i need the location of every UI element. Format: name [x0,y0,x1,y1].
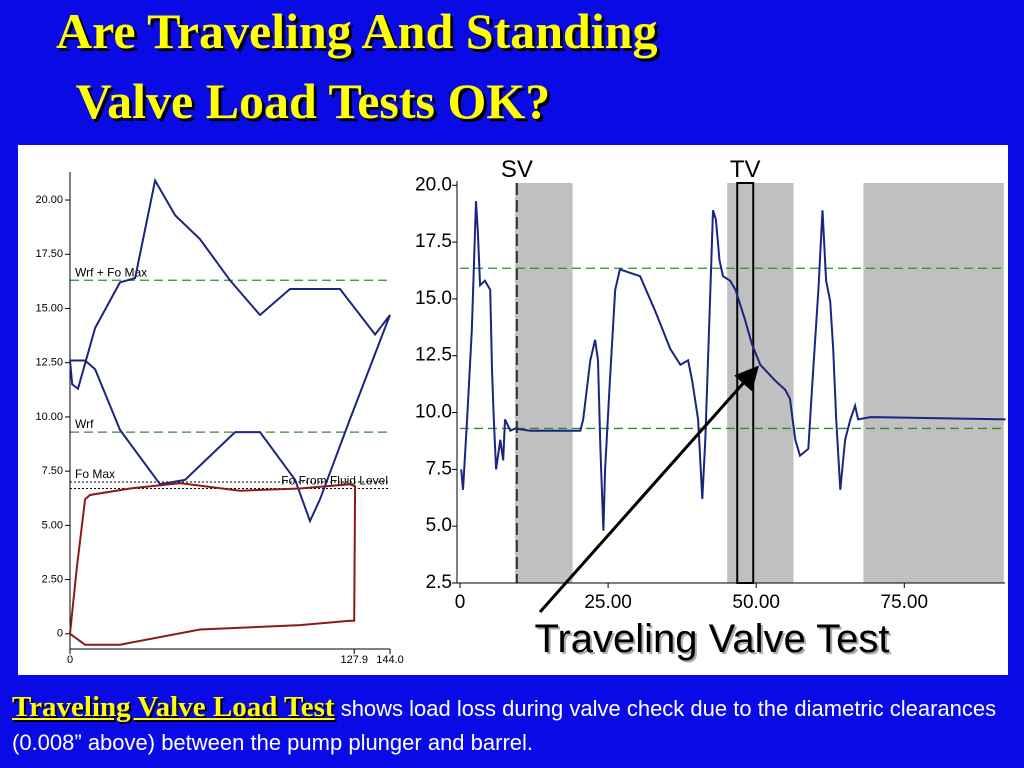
x-tick-label: 50.00 [732,592,780,613]
reference-label: Wrf [75,417,94,431]
annotation-arrow [538,365,759,613]
y-tick-label: 15.00 [35,302,63,314]
x-tick-label: 75.00 [881,592,929,613]
reference-label: Fo From Fluid Level [281,473,388,487]
x-tick-label: 144.0 [376,654,404,666]
series-line [460,201,1006,531]
x-tick-label: 127.9 [340,654,368,666]
y-tick-label: 17.50 [35,248,63,260]
y-tick-label: 7.5 [426,458,452,479]
caption-text: shows load loss during valve check due t… [12,696,997,755]
y-tick-label: 20.00 [35,194,63,206]
y-tick-label: 0 [57,628,63,640]
series-line [69,482,357,646]
y-tick-label: 2.50 [42,573,63,585]
chart-panel [18,145,408,675]
x-tick-label: 0 [67,654,73,666]
title-line: Are Traveling And Standing [56,3,658,59]
series-line [69,177,391,524]
y-tick-label: 12.5 [415,345,452,366]
x-tick-label: 0 [455,592,466,613]
marker-label: SV [501,156,533,183]
y-tick-label: 10.00 [35,411,63,423]
caption: Traveling Valve Load Test shows load los… [12,690,1017,760]
x-tick-label: 25.00 [584,592,632,613]
title-line: Valve Load Tests OK? [64,73,551,129]
band [515,183,573,583]
y-tick-label: 2.5 [426,572,452,593]
y-tick-label: 5.0 [426,515,452,536]
reference-label: Wrf + Fo Max [75,265,147,279]
marker-label: TV [730,156,761,183]
y-tick-label: 10.0 [415,402,452,423]
y-tick-label: 17.5 [415,231,452,252]
y-tick-label: 7.50 [42,465,63,477]
band [863,183,1004,583]
y-tick-label: 20.0 [415,174,452,195]
reference-label: Fo Max [75,467,115,481]
y-tick-label: 5.00 [42,519,63,531]
y-tick-label: 15.0 [415,288,452,309]
chart-layer: Wrf + Fo Max Wrf Fo Max Fo From Fluid Level… [35,156,1006,666]
y-tick-label: 12.50 [35,357,63,369]
caption-term: Traveling Valve Load Test [12,691,335,723]
annotation: Traveling Valve Test [535,617,890,661]
